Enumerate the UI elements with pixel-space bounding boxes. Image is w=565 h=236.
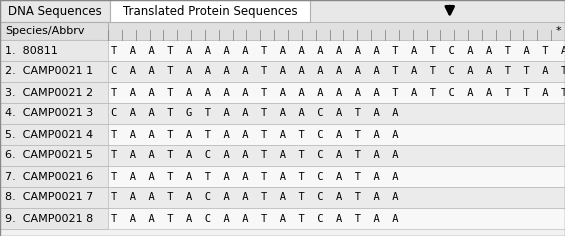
Text: C  A  A  T  G  T  A  A  T  A  A  C  A  T  A  A: C A A T G T A A T A A C A T A A xyxy=(111,109,398,118)
Bar xyxy=(0,208,565,229)
Bar xyxy=(0,145,565,166)
Bar xyxy=(0,166,565,187)
Bar xyxy=(0,124,108,145)
Bar xyxy=(0,61,108,82)
Text: 4.  CAMP0021 3: 4. CAMP0021 3 xyxy=(5,109,93,118)
Text: 3.  CAMP0021 2: 3. CAMP0021 2 xyxy=(5,88,93,97)
Bar xyxy=(0,0,565,22)
Text: 5.  CAMP0021 4: 5. CAMP0021 4 xyxy=(5,130,93,139)
Bar xyxy=(0,82,565,103)
Text: 1.  80811: 1. 80811 xyxy=(5,46,58,55)
Text: *: * xyxy=(555,26,561,36)
Bar xyxy=(0,40,108,61)
Bar xyxy=(0,61,565,82)
Text: T  A  A  T  A  T  A  A  T  A  T  C  A  T  A  A: T A A T A T A A T A T C A T A A xyxy=(111,172,398,181)
Text: 7.  CAMP0021 6: 7. CAMP0021 6 xyxy=(5,172,93,181)
Bar xyxy=(0,124,565,145)
Text: DNA Sequences: DNA Sequences xyxy=(8,4,102,17)
Bar xyxy=(0,103,108,124)
Bar xyxy=(0,187,108,208)
Text: 6.  CAMP0021 5: 6. CAMP0021 5 xyxy=(5,151,93,160)
Bar xyxy=(110,0,310,22)
Bar xyxy=(0,22,565,40)
Text: 2.  CAMP0021 1: 2. CAMP0021 1 xyxy=(5,67,93,76)
Bar xyxy=(0,0,110,22)
Text: T  A  A  T  A  A  A  A  T  A  A  A  A  A  A  T  A  T  C  A  A  T  T  A  T  T  A : T A A T A A A A T A A A A A A T A T C A … xyxy=(111,88,565,97)
Bar xyxy=(0,40,565,61)
Text: 8.  CAMP0021 7: 8. CAMP0021 7 xyxy=(5,193,93,202)
Bar xyxy=(0,166,108,187)
Bar xyxy=(0,22,108,40)
Text: T  A  A  T  A  C  A  A  T  A  T  C  A  T  A  A: T A A T A C A A T A T C A T A A xyxy=(111,214,398,223)
Text: T  A  A  T  A  C  A  A  T  A  T  C  A  T  A  A: T A A T A C A A T A T C A T A A xyxy=(111,193,398,202)
Text: Translated Protein Sequences: Translated Protein Sequences xyxy=(123,4,297,17)
Text: T  A  A  T  A  T  A  A  T  A  T  C  A  T  A  A: T A A T A T A A T A T C A T A A xyxy=(111,130,398,139)
Text: T  A  A  T  A  A  A  A  T  A  A  A  A  A  A  T  A  T  C  A  A  T  A  T  A  T  T : T A A T A A A A T A A A A A A T A T C A … xyxy=(111,46,565,55)
Bar xyxy=(0,208,108,229)
Bar xyxy=(0,145,108,166)
Bar xyxy=(0,103,565,124)
Text: T  A  A  T  A  C  A  A  T  A  T  C  A  T  A  A: T A A T A C A A T A T C A T A A xyxy=(111,151,398,160)
Text: Species/Abbrv: Species/Abbrv xyxy=(5,26,85,36)
Text: C  A  A  T  A  A  A  A  T  A  A  A  A  A  A  T  A  T  C  A  A  T  T  A  T  T  A : C A A T A A A A T A A A A A A T A T C A … xyxy=(111,67,565,76)
Bar xyxy=(0,187,565,208)
Text: 9.  CAMP0021 8: 9. CAMP0021 8 xyxy=(5,214,93,223)
Bar xyxy=(0,82,108,103)
